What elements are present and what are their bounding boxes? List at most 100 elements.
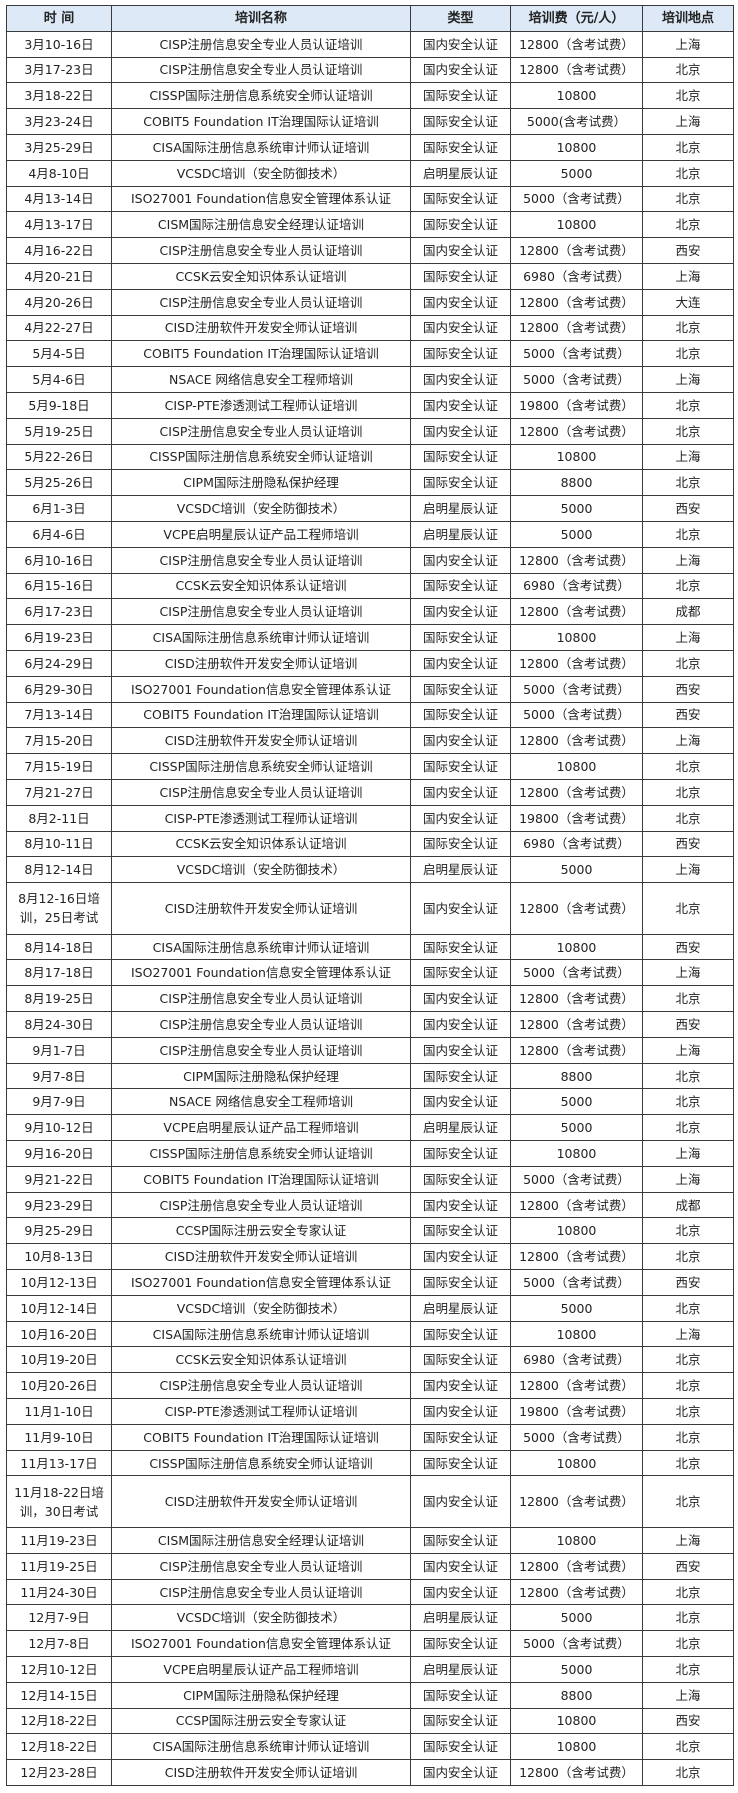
cell-location: 北京: [642, 1217, 734, 1245]
cell-time: 5月22-26日: [6, 443, 112, 471]
cell-time: 6月17-23日: [6, 598, 112, 626]
cell-time: 5月9-18日: [6, 391, 112, 419]
table-row: 4月20-21日 CCSK云安全知识体系认证培训 国际安全认证 6980（含考试费）上…: [6, 262, 734, 290]
cell-time: 7月15-19日: [6, 753, 112, 780]
cell-course-name: CIPM国际注册隐私保护经理: [111, 1681, 411, 1709]
training-schedule-table: 时 间 培训名称 类型 培训费（元/人） 培训地点 3月10-16日 CISP注册…: [6, 5, 734, 1786]
cell-location: 上海: [642, 1165, 734, 1193]
cell-course-name: CISP-PTE渗透测试工程师认证培训: [111, 1398, 411, 1425]
cell-type: 国际安全认证: [410, 443, 511, 471]
cell-course-name: ISO27001 Foundation信息安全管理体系认证: [111, 959, 411, 987]
cell-time: 12月18-22日: [6, 1707, 112, 1735]
cell-fee: 10800: [510, 133, 643, 161]
cell-type: 国内安全认证: [410, 882, 511, 935]
table-row: 4月22-27日 CISD注册软件开发安全师认证培训 国内安全认证 12800（含考试…: [6, 314, 734, 342]
table-row: 9月10-12日 VCPE启明星辰认证产品工程师培训 启明星辰认证 5000 北京: [6, 1114, 734, 1142]
cell-location: 上海: [642, 546, 734, 574]
cell-course-name: CISA国际注册信息系统审计师认证培训: [111, 133, 411, 161]
cell-location: 北京: [642, 1294, 734, 1322]
cell-type: 国内安全认证: [410, 778, 511, 806]
table-row: 8月14-18日 CISA国际注册信息系统审计师认证培训 国际安全认证 10800 西安: [6, 933, 734, 961]
cell-time: 4月22-27日: [6, 314, 112, 342]
cell-time: 3月17-23日: [6, 56, 112, 84]
table-row: 5月22-26日 CISSP国际注册信息系统安全师认证培训 国际安全认证 10800 上…: [6, 443, 734, 471]
cell-time: 11月19-25日: [6, 1552, 112, 1580]
cell-fee: 5000: [510, 159, 643, 187]
cell-course-name: CISP-PTE渗透测试工程师认证培训: [111, 391, 411, 419]
cell-type: 国内安全认证: [410, 1475, 511, 1529]
cell-type: 国内安全认证: [410, 1552, 511, 1580]
cell-location: 上海: [642, 1320, 734, 1348]
cell-fee: 12800（含考试费）: [510, 985, 643, 1013]
cell-fee: 12800（含考试费）: [510, 778, 643, 806]
cell-course-name: CISP注册信息安全专业人员认证培训: [111, 417, 411, 445]
table-row: 8月2-11日 CISP-PTE渗透测试工程师认证培训 国内安全认证 19800（含考…: [6, 804, 734, 832]
cell-time: 5月25-26日: [6, 469, 112, 497]
cell-fee: 12800（含考试费）: [510, 1191, 643, 1219]
table-row: 11月18-22日培训，30日考试 CISD注册软件开发安全师认证培训 国内安全认证…: [6, 1475, 734, 1529]
cell-type: 启明星辰认证: [410, 520, 511, 548]
cell-fee: 10800: [510, 1140, 643, 1167]
cell-location: 北京: [642, 211, 734, 239]
cell-fee: 12800（含考试费）: [510, 727, 643, 755]
cell-type: 国内安全认证: [410, 1036, 511, 1064]
table-row: 10月12-14日 VCSDC培训（安全防御技术） 启明星辰认证 5000 北京: [6, 1294, 734, 1322]
column-header-time: 时 间: [6, 5, 112, 32]
cell-fee: 8800: [510, 469, 643, 497]
cell-fee: 5000: [510, 495, 643, 522]
table-row: 6月15-16日 CCSK云安全知识体系认证培训 国际安全认证 6980（含考试费）北…: [6, 572, 734, 600]
table-row: 6月4-6日 VCPE启明星辰认证产品工程师培训 启明星辰认证 5000 北京: [6, 520, 734, 548]
cell-time: 4月13-14日: [6, 185, 112, 213]
cell-fee: 5000: [510, 1114, 643, 1142]
cell-time: 10月20-26日: [6, 1372, 112, 1400]
table-row: 7月13-14日 COBIT5 Foundation IT治理国际认证培训 国际安全…: [6, 701, 734, 729]
cell-course-name: CISA国际注册信息系统审计师认证培训: [111, 1733, 411, 1761]
cell-location: 北京: [642, 185, 734, 213]
cell-time: 10月19-20日: [6, 1346, 112, 1374]
cell-course-name: CISD注册软件开发安全师认证培训: [111, 882, 411, 935]
cell-time: 7月21-27日: [6, 778, 112, 806]
table-row: 9月7-9日 NSACE 网络信息安全工程师培训 国内安全认证 5000 北京: [6, 1088, 734, 1116]
cell-type: 启明星辰认证: [410, 159, 511, 187]
cell-time: 8月19-25日: [6, 985, 112, 1013]
cell-fee: 5000（含考试费）: [510, 366, 643, 393]
cell-fee: 12800（含考试费）: [510, 882, 643, 935]
cell-fee: 10800: [510, 1707, 643, 1735]
table-row: 6月24-29日 CISD注册软件开发安全师认证培训 国内安全认证 12800（含考试…: [6, 649, 734, 677]
cell-location: 上海: [642, 856, 734, 884]
cell-time: 11月19-23日: [6, 1527, 112, 1554]
cell-type: 启明星辰认证: [410, 856, 511, 884]
table-row: 8月19-25日 CISP注册信息安全专业人员认证培训 国内安全认证 12800（含考…: [6, 985, 734, 1013]
table-row: 7月21-27日 CISP注册信息安全专业人员认证培训 国内安全认证 12800（含考…: [6, 778, 734, 806]
cell-fee: 12800（含考试费）: [510, 1372, 643, 1400]
cell-time: 8月10-11日: [6, 830, 112, 858]
table-row: 11月24-30日 CISP注册信息安全专业人员认证培训 国内安全认证 12800（含…: [6, 1578, 734, 1606]
cell-fee: 12800（含考试费）: [510, 288, 643, 316]
cell-type: 国际安全认证: [410, 82, 511, 110]
cell-fee: 12800（含考试费）: [510, 30, 643, 58]
cell-type: 国际安全认证: [410, 1140, 511, 1167]
cell-course-name: NSACE 网络信息安全工程师培训: [111, 1088, 411, 1116]
cell-location: 北京: [642, 1733, 734, 1761]
cell-type: 国际安全认证: [410, 185, 511, 213]
cell-time: 11月24-30日: [6, 1578, 112, 1606]
cell-time: 7月15-20日: [6, 727, 112, 755]
cell-course-name: CISA国际注册信息系统审计师认证培训: [111, 624, 411, 651]
cell-course-name: CISD注册软件开发安全师认证培训: [111, 1243, 411, 1271]
cell-course-name: CCSK云安全知识体系认证培训: [111, 262, 411, 290]
cell-time: 10月8-13日: [6, 1243, 112, 1271]
table-row: 6月29-30日 ISO27001 Foundation信息安全管理体系认证 国际安…: [6, 675, 734, 703]
cell-time: 9月7-9日: [6, 1088, 112, 1116]
cell-course-name: CISA国际注册信息系统审计师认证培训: [111, 933, 411, 961]
column-header-type: 类型: [410, 5, 511, 32]
table-row: 9月16-20日 CISSP国际注册信息系统安全师认证培训 国际安全认证 10800 上…: [6, 1140, 734, 1167]
cell-fee: 10800: [510, 82, 643, 110]
cell-course-name: COBIT5 Foundation IT治理国际认证培训: [111, 108, 411, 135]
table-row: 11月9-10日 COBIT5 Foundation IT治理国际认证培训 国际安全…: [6, 1423, 734, 1451]
cell-type: 国际安全认证: [410, 701, 511, 729]
cell-location: 北京: [642, 159, 734, 187]
cell-course-name: CISP注册信息安全专业人员认证培训: [111, 546, 411, 574]
cell-location: 西安: [642, 675, 734, 703]
cell-fee: 5000(含考试费）: [510, 108, 643, 135]
cell-course-name: CCSK云安全知识体系认证培训: [111, 1346, 411, 1374]
